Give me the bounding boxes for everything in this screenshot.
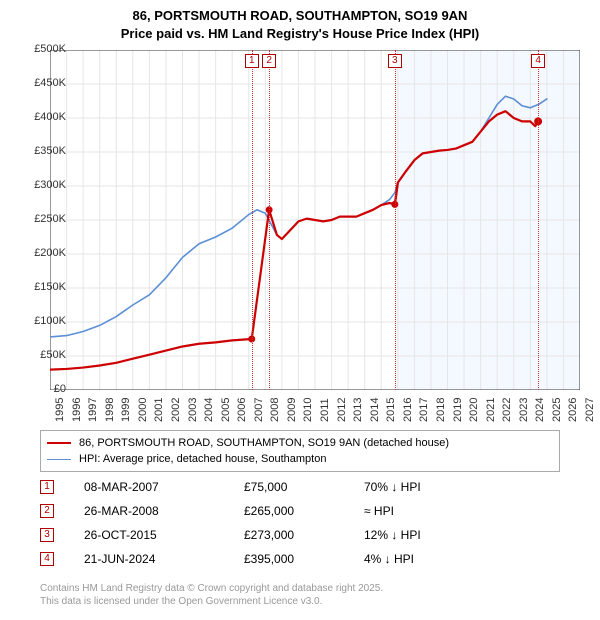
y-tick-label: £350K (6, 145, 66, 157)
legend-row-hpi: HPI: Average price, detached house, Sout… (47, 451, 553, 467)
y-tick-label: £200K (6, 247, 66, 259)
x-tick-label: 1996 (71, 398, 83, 422)
x-tick-label: 2016 (402, 398, 414, 422)
x-tick-label: 2017 (418, 398, 430, 422)
x-tick-label: 1995 (54, 398, 66, 422)
x-tick-label: 2015 (385, 398, 397, 422)
sale-marker-vline (538, 50, 539, 390)
y-tick-label: £50K (6, 349, 66, 361)
x-tick-label: 2000 (137, 398, 149, 422)
x-tick-label: 2011 (319, 398, 331, 422)
x-tick-label: 2007 (253, 398, 265, 422)
x-tick-label: 2003 (187, 398, 199, 422)
legend-label-hpi: HPI: Average price, detached house, Sout… (79, 453, 326, 465)
x-tick-label: 2018 (435, 398, 447, 422)
x-tick-label: 2012 (336, 398, 348, 422)
sales-table: 1 08-MAR-2007£75,00070% ↓ HPI 2 26-MAR-2008… (40, 475, 560, 571)
x-tick-label: 2024 (534, 398, 546, 422)
x-tick-label: 2027 (584, 398, 596, 422)
footer-line1: Contains HM Land Registry data © Crown c… (40, 582, 383, 595)
sale-row-date: 21-JUN-2024 (84, 552, 244, 566)
x-tick-label: 2006 (236, 398, 248, 422)
x-tick-label: 2009 (286, 398, 298, 422)
lines-svg (50, 50, 580, 390)
sale-marker-vline (269, 50, 270, 390)
plot-area: 12 3 4 (50, 50, 580, 390)
x-tick-label: 2022 (501, 398, 513, 422)
sale-row: 1 08-MAR-2007£75,00070% ↓ HPI (40, 475, 560, 499)
legend: 86, PORTSMOUTH ROAD, SOUTHAMPTON, SO19 9… (40, 430, 560, 472)
x-tick-label: 2005 (220, 398, 232, 422)
sale-row-diff: 4% ↓ HPI (364, 552, 464, 566)
x-tick-label: 2002 (170, 398, 182, 422)
legend-swatch-hpi (47, 459, 71, 460)
sale-row-marker: 2 (40, 504, 54, 518)
sale-row-date: 26-OCT-2015 (84, 528, 244, 542)
x-tick-label: 2019 (452, 398, 464, 422)
sale-row-marker: 4 (40, 552, 54, 566)
chart-title-line2: Price paid vs. HM Land Registry's House … (0, 26, 600, 41)
y-tick-label: £150K (6, 281, 66, 293)
sale-marker-box: 3 (388, 54, 402, 68)
x-tick-label: 2008 (269, 398, 281, 422)
x-tick-label: 1997 (87, 398, 99, 422)
y-tick-label: £450K (6, 77, 66, 89)
sale-marker-vline (395, 50, 396, 390)
sale-row-date: 26-MAR-2008 (84, 504, 244, 518)
x-tick-label: 2010 (302, 398, 314, 422)
sale-marker-box: 2 (262, 54, 276, 68)
x-tick-label: 2001 (153, 398, 165, 422)
sale-row-marker: 3 (40, 528, 54, 542)
legend-label-property: 86, PORTSMOUTH ROAD, SOUTHAMPTON, SO19 9… (79, 437, 449, 449)
sale-row-price: £273,000 (244, 528, 364, 542)
x-tick-label: 2004 (203, 398, 215, 422)
sale-row-diff: 70% ↓ HPI (364, 480, 464, 494)
x-tick-label: 1999 (120, 398, 132, 422)
footer-line2: This data is licensed under the Open Gov… (40, 595, 383, 608)
sale-marker-box: 1 (245, 54, 259, 68)
y-tick-label: £400K (6, 111, 66, 123)
x-tick-label: 2025 (551, 398, 563, 422)
legend-row-property: 86, PORTSMOUTH ROAD, SOUTHAMPTON, SO19 9… (47, 435, 553, 451)
x-tick-label: 2026 (567, 398, 579, 422)
x-tick-label: 2013 (352, 398, 364, 422)
y-tick-label: £100K (6, 315, 66, 327)
x-tick-label: 2020 (468, 398, 480, 422)
sale-marker-box: 4 (531, 54, 545, 68)
sale-row-price: £395,000 (244, 552, 364, 566)
sale-row-diff: 12% ↓ HPI (364, 528, 464, 542)
y-tick-label: £0 (6, 383, 66, 395)
footer-attribution: Contains HM Land Registry data © Crown c… (40, 582, 383, 608)
y-tick-label: £250K (6, 213, 66, 225)
sale-row-date: 08-MAR-2007 (84, 480, 244, 494)
chart-container: 86, PORTSMOUTH ROAD, SOUTHAMPTON, SO19 9… (0, 0, 600, 620)
sale-row-price: £265,000 (244, 504, 364, 518)
legend-swatch-property (47, 442, 71, 444)
x-tick-label: 1998 (104, 398, 116, 422)
sale-marker-vline (252, 50, 253, 390)
sale-row-diff: ≈ HPI (364, 504, 464, 518)
sale-row: 4 21-JUN-2024£395,0004% ↓ HPI (40, 547, 560, 571)
sale-row-price: £75,000 (244, 480, 364, 494)
sale-row-marker: 1 (40, 480, 54, 494)
x-tick-label: 2023 (518, 398, 530, 422)
y-tick-label: £300K (6, 179, 66, 191)
x-tick-label: 2021 (485, 398, 497, 422)
sale-row: 3 26-OCT-2015£273,00012% ↓ HPI (40, 523, 560, 547)
chart-title-line1: 86, PORTSMOUTH ROAD, SOUTHAMPTON, SO19 9… (0, 8, 600, 23)
x-tick-label: 2014 (369, 398, 381, 422)
y-tick-label: £500K (6, 43, 66, 55)
sale-row: 2 26-MAR-2008£265,000≈ HPI (40, 499, 560, 523)
